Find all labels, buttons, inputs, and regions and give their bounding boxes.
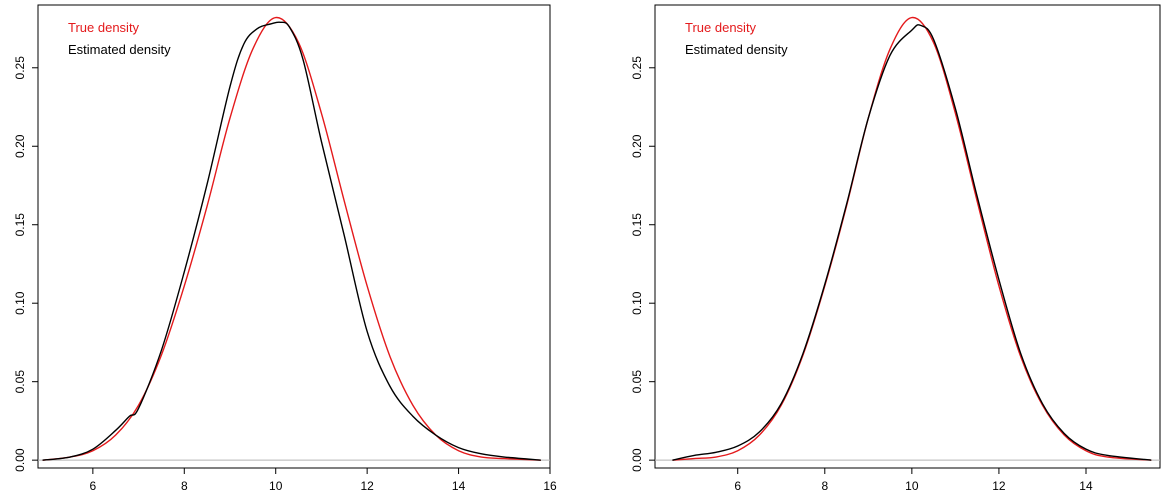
x-tick-label: 12 — [992, 479, 1006, 493]
x-tick-label: 6 — [734, 479, 741, 493]
y-tick-label: 0.10 — [13, 291, 27, 315]
y-tick-label: 0.00 — [630, 448, 644, 472]
x-tick-label: 12 — [360, 479, 374, 493]
y-tick-label: 0.20 — [13, 134, 27, 158]
y-tick-label: 0.05 — [630, 370, 644, 394]
y-tick-label: 0.00 — [13, 448, 27, 472]
plot-frame — [37, 4, 551, 469]
x-tick-label: 10 — [269, 479, 283, 493]
legend-true-density: True density — [685, 20, 757, 35]
x-tick-label: 14 — [1079, 479, 1093, 493]
left-density-panel: 6 8 10 12 14 16 0.00 0.05 0.10 0.15 0.20 0.25 True d… — [13, 4, 557, 493]
x-tick-label: 16 — [543, 479, 557, 493]
legend-estimated-density: Estimated density — [685, 42, 788, 57]
y-tick-label: 0.25 — [630, 56, 644, 80]
y-tick-label: 0.25 — [13, 56, 27, 80]
true-density-line — [672, 16, 1152, 461]
y-tick-label: 0.15 — [13, 213, 27, 237]
true-density-line — [42, 16, 541, 461]
right-density-panel: 6 8 10 12 14 0.00 0.05 0.10 0.15 0.20 0.25 True den… — [630, 4, 1161, 493]
x-tick-label: 14 — [452, 479, 466, 493]
x-tick-label: 10 — [905, 479, 919, 493]
x-tick-label: 8 — [181, 479, 188, 493]
y-tick-label: 0.05 — [13, 370, 27, 394]
x-tick-label: 6 — [90, 479, 97, 493]
legend-true-density: True density — [68, 20, 140, 35]
y-tick-label: 0.10 — [630, 291, 644, 315]
estimated-density-line — [42, 21, 541, 461]
legend-estimated-density: Estimated density — [68, 42, 171, 57]
estimated-density-line — [672, 24, 1152, 461]
plot-frame — [654, 4, 1161, 469]
y-tick-label: 0.15 — [630, 213, 644, 237]
x-tick-label: 8 — [821, 479, 828, 493]
y-tick-label: 0.20 — [630, 134, 644, 158]
